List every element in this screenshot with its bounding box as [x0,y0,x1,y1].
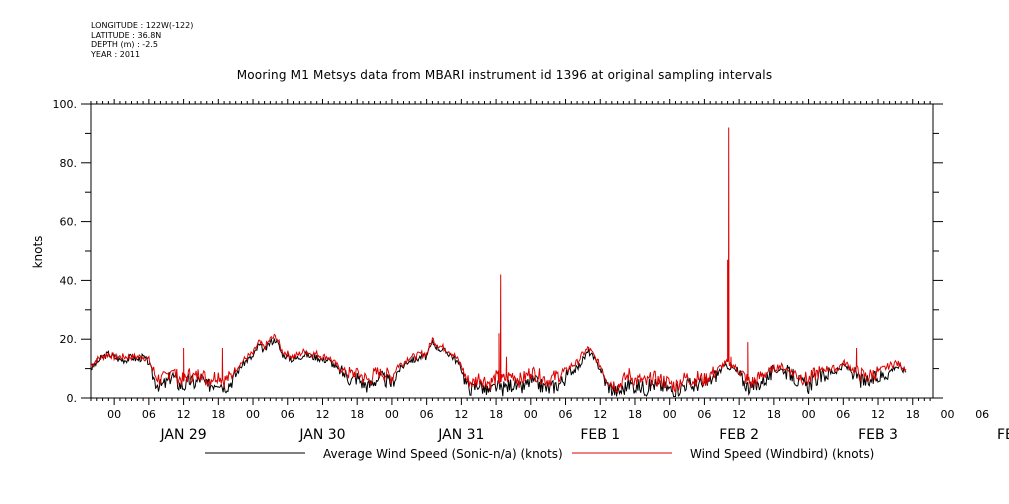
hour-tick-label: 06 [697,408,711,421]
hour-tick-label: 18 [211,408,225,421]
hour-tick-label: 12 [315,408,329,421]
y-tick-label: 100. [53,98,78,111]
hour-tick-label: 12 [593,408,607,421]
hour-tick-label: 18 [906,408,920,421]
hour-tick-label: 12 [454,408,468,421]
y-tick-label: 60. [60,216,78,229]
y-tick-label: 80. [60,157,78,170]
longitude-label: LONGITUDE : 122W(-122) [91,21,194,30]
y-axis-title: knots [31,236,45,269]
hour-tick-label: 00 [940,408,954,421]
hour-tick-label: 12 [871,408,885,421]
y-tick-label: 20. [60,333,78,346]
hour-tick-label: 18 [489,408,503,421]
day-label: FEB 3 [858,427,898,443]
hour-tick-label: 18 [628,408,642,421]
hour-tick-label: 00 [663,408,677,421]
latitude-label: LATITUDE : 36.8N [91,30,162,40]
hour-tick-label: 06 [975,408,989,421]
day-label: FEB 4 [997,427,1009,443]
hour-tick-label: 00 [524,408,538,421]
metadata-block: LONGITUDE : 122W(-122) LATITUDE : 36.8N … [91,21,193,59]
series-line-windbird-wind-speed [90,127,907,394]
hour-tick-label: 06 [559,408,573,421]
hour-tick-label: 06 [142,408,156,421]
hour-tick-label: 06 [836,408,850,421]
day-label: JAN 29 [159,427,206,443]
y-tick-label: 40. [60,274,78,287]
day-label: FEB 1 [580,427,620,443]
chart-title: Mooring M1 Metsys data from MBARI instru… [236,68,773,82]
depth-label: DEPTH (m) : -2.5 [91,40,158,49]
legend-label-average-wind-speed: Average Wind Speed (Sonic-n/a) (knots) [323,447,563,461]
plot-frame [90,103,934,399]
hour-tick-label: 12 [177,408,191,421]
hour-tick-label: 18 [767,408,781,421]
hour-tick-label: 12 [732,408,746,421]
hour-tick-label: 06 [281,408,295,421]
hour-tick-label: 00 [802,408,816,421]
day-label: FEB 2 [719,427,759,443]
hour-tick-label: 00 [107,408,121,421]
y-tick-label: 0. [67,392,78,405]
day-label: JAN 31 [437,427,484,443]
hour-tick-label: 00 [246,408,260,421]
day-label: JAN 30 [298,427,345,443]
hour-tick-label: 00 [385,408,399,421]
hour-tick-label: 18 [350,408,364,421]
year-label: YEAR : 2011 [91,49,141,59]
hour-tick-label: 06 [420,408,434,421]
legend-label-windbird-wind-speed: Wind Speed (Windbird) (knots) [690,447,874,461]
